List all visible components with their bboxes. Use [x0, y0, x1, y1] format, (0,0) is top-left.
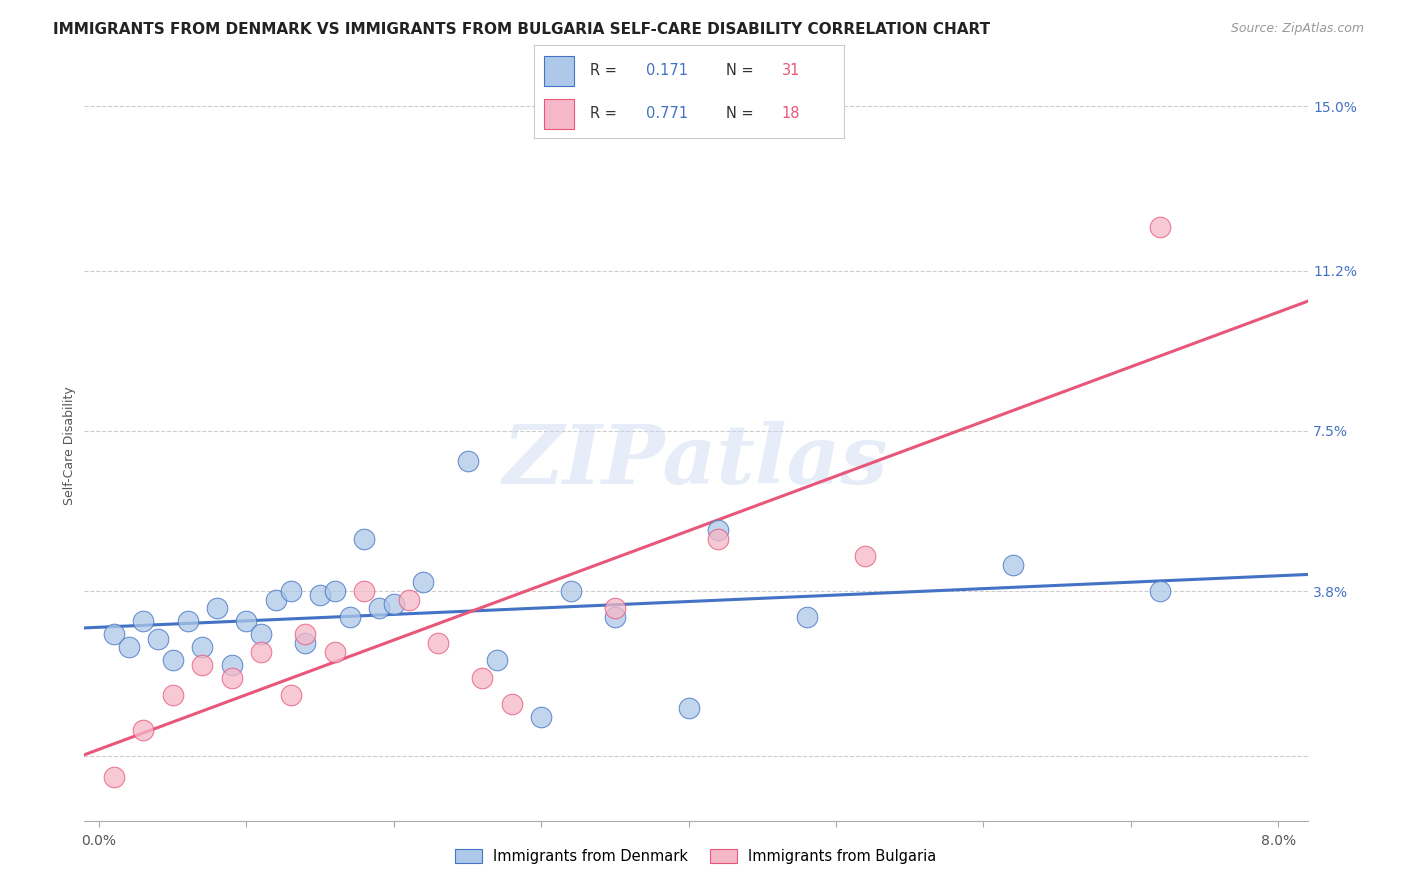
- Point: [250, 645, 273, 659]
- Point: [603, 601, 626, 615]
- Point: [796, 610, 818, 624]
- Point: [103, 627, 125, 641]
- Point: [339, 610, 361, 624]
- Point: [353, 532, 375, 546]
- Point: [457, 454, 479, 468]
- Point: [471, 671, 494, 685]
- Legend: Immigrants from Denmark, Immigrants from Bulgaria: Immigrants from Denmark, Immigrants from…: [450, 843, 942, 870]
- Point: [427, 636, 450, 650]
- Text: R =: R =: [591, 63, 621, 78]
- Point: [103, 770, 125, 784]
- Point: [398, 592, 420, 607]
- Point: [501, 697, 523, 711]
- Text: 0.771: 0.771: [645, 106, 688, 121]
- Point: [191, 657, 214, 672]
- Point: [323, 645, 346, 659]
- Point: [855, 549, 877, 564]
- FancyBboxPatch shape: [544, 99, 575, 129]
- Point: [485, 653, 508, 667]
- Point: [221, 671, 243, 685]
- Point: [264, 592, 287, 607]
- Point: [353, 584, 375, 599]
- FancyBboxPatch shape: [544, 56, 575, 86]
- Text: 0.0%: 0.0%: [82, 834, 117, 847]
- Point: [412, 575, 434, 590]
- Point: [603, 610, 626, 624]
- Point: [146, 632, 169, 646]
- Point: [368, 601, 391, 615]
- Point: [235, 615, 257, 629]
- Point: [560, 584, 582, 599]
- Point: [117, 640, 139, 655]
- Text: 31: 31: [782, 63, 800, 78]
- Point: [280, 584, 302, 599]
- Text: Source: ZipAtlas.com: Source: ZipAtlas.com: [1230, 22, 1364, 36]
- Point: [1149, 584, 1171, 599]
- Text: IMMIGRANTS FROM DENMARK VS IMMIGRANTS FROM BULGARIA SELF-CARE DISABILITY CORRELA: IMMIGRANTS FROM DENMARK VS IMMIGRANTS FR…: [53, 22, 991, 37]
- Point: [382, 597, 405, 611]
- Text: ZIPatlas: ZIPatlas: [503, 421, 889, 501]
- Point: [1001, 558, 1024, 573]
- Text: R =: R =: [591, 106, 621, 121]
- Text: 8.0%: 8.0%: [1261, 834, 1296, 847]
- Text: N =: N =: [725, 106, 758, 121]
- Point: [707, 524, 730, 538]
- Point: [294, 627, 316, 641]
- Point: [162, 653, 184, 667]
- Point: [250, 627, 273, 641]
- Point: [132, 615, 155, 629]
- Y-axis label: Self-Care Disability: Self-Care Disability: [63, 386, 76, 506]
- Point: [132, 723, 155, 737]
- Point: [707, 532, 730, 546]
- Text: 18: 18: [782, 106, 800, 121]
- Point: [162, 688, 184, 702]
- Point: [191, 640, 214, 655]
- Point: [176, 615, 198, 629]
- Point: [294, 636, 316, 650]
- Point: [221, 657, 243, 672]
- Point: [205, 601, 228, 615]
- Point: [678, 701, 700, 715]
- Point: [280, 688, 302, 702]
- Point: [1149, 220, 1171, 235]
- Text: N =: N =: [725, 63, 758, 78]
- Point: [530, 709, 553, 723]
- Text: 0.171: 0.171: [645, 63, 688, 78]
- Point: [309, 589, 332, 603]
- Point: [323, 584, 346, 599]
